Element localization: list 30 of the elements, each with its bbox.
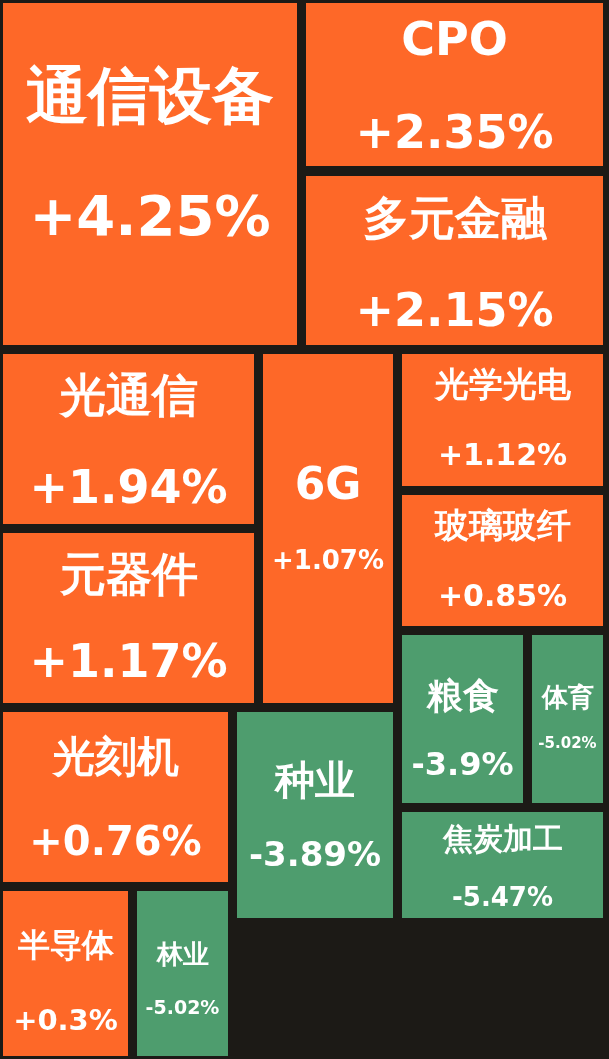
- data-label: +1.07%: [272, 544, 384, 575]
- category-label: 粮食: [425, 674, 499, 716]
- data-label: +0.85%: [437, 578, 568, 614]
- category-label: 林业: [155, 938, 209, 969]
- category-label: 元器件: [58, 546, 198, 601]
- category-label: 种业: [274, 756, 355, 803]
- category-label: 体育: [540, 682, 594, 713]
- data-label: +0.3%: [13, 1002, 118, 1037]
- data-label: +2.35%: [355, 104, 554, 159]
- data-label: -5.02%: [538, 733, 597, 752]
- category-label: CPO: [401, 11, 508, 66]
- category-label: 半导体: [16, 926, 115, 965]
- category-label: 玻璃玻纤: [433, 505, 571, 546]
- data-label: -5.02%: [145, 995, 220, 1018]
- data-label: +1.94%: [29, 459, 228, 514]
- data-label: +2.15%: [355, 282, 554, 337]
- category-label: 多元金融: [362, 191, 548, 246]
- category-label: 通信设备: [26, 58, 274, 132]
- data-label: +1.12%: [437, 436, 568, 472]
- data-label: -3.9%: [411, 745, 514, 784]
- data-label: +1.17%: [29, 633, 228, 688]
- data-label: +0.76%: [29, 818, 202, 865]
- category-label: 光学光电: [432, 364, 572, 405]
- category-label: 光通信: [57, 367, 198, 422]
- data-label: -3.89%: [248, 834, 382, 875]
- category-label: 光刻机: [50, 731, 179, 781]
- category-label: 焦炭加工: [441, 821, 563, 856]
- data-label: +4.25%: [29, 182, 271, 248]
- data-label: -5.47%: [452, 881, 553, 912]
- category-label: 6G: [294, 457, 362, 509]
